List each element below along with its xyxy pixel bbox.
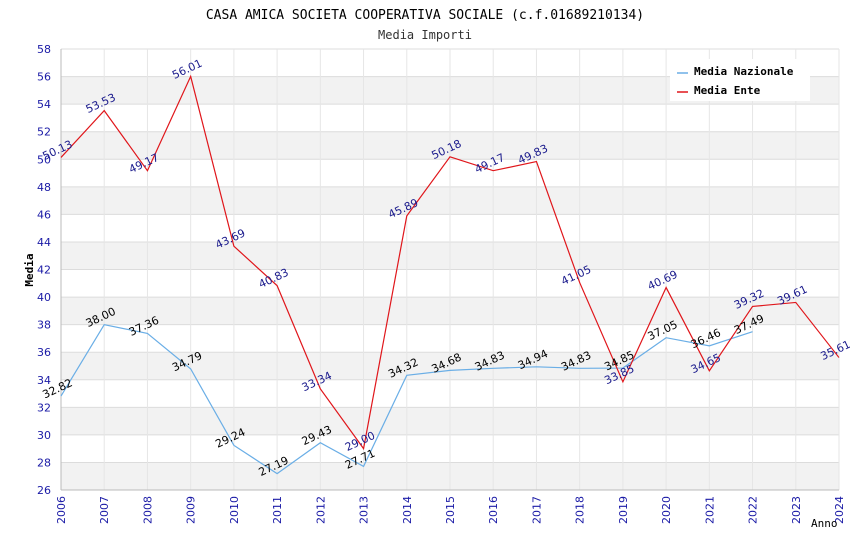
y-tick-label: 52: [37, 126, 51, 139]
y-tick-label: 56: [37, 71, 51, 84]
y-tick-label: 36: [37, 346, 51, 359]
x-tick-label: 2016: [487, 496, 500, 524]
y-tick-label: 58: [37, 43, 51, 56]
y-tick-label: 32: [37, 401, 51, 414]
x-tick-label: 2019: [617, 496, 630, 524]
y-tick-label: 50: [37, 153, 51, 166]
y-tick-label: 38: [37, 319, 51, 332]
y-tick-label: 30: [37, 429, 51, 442]
legend-label-ente: Media Ente: [694, 84, 761, 97]
series-line-nazionale: [60, 323, 753, 475]
y-tick-label: 54: [37, 98, 51, 111]
x-tick-label: 2015: [444, 496, 457, 524]
x-tick-label: 2018: [574, 496, 587, 524]
y-tick-label: 28: [37, 456, 51, 469]
data-label-ente: 40.69: [646, 268, 680, 293]
x-tick-label: 2014: [401, 496, 414, 524]
x-tick-label: 2021: [703, 496, 716, 524]
x-tick-label: 2020: [660, 496, 673, 524]
series-lines: [60, 74, 840, 475]
x-tick-label: 2011: [271, 496, 284, 524]
y-tick-label: 48: [37, 181, 51, 194]
y-tick-label: 26: [37, 484, 51, 497]
x-tick-label: 2008: [141, 496, 154, 524]
y-axis-label: Media: [23, 253, 36, 286]
y-tick-label: 46: [37, 208, 51, 221]
x-tick-label: 2023: [790, 496, 803, 524]
x-tick-label: 2022: [747, 496, 760, 524]
chart-title: CASA AMICA SOCIETA COOPERATIVA SOCIALE (…: [206, 8, 644, 23]
x-tick-label: 2009: [185, 496, 198, 524]
data-label-nazionale: 36.46: [689, 326, 723, 351]
x-tick-label: 2017: [530, 496, 543, 524]
x-tick-label: 2013: [358, 496, 371, 524]
chart-subtitle: Media Importi: [378, 28, 472, 42]
x-axis-ticks: 2006 2007 2008 2009 2010 2011 2012 2013 2014 2015…: [55, 496, 846, 524]
legend-box: [670, 59, 810, 101]
legend-label-nazionale: Media Nazionale: [694, 65, 794, 78]
x-tick-label: 2006: [55, 496, 68, 524]
axes: [60, 49, 839, 491]
y-tick-label: 34: [37, 374, 51, 387]
x-tick-label: 2007: [98, 496, 111, 524]
x-tick-label: 2010: [228, 496, 241, 524]
y-axis-ticks: 26 28 30 32 34 36 38 40 42 44 46 48 50 52 54 56 58: [37, 43, 51, 497]
series-line-ente: [60, 74, 840, 451]
y-tick-label: 44: [37, 236, 51, 249]
x-axis-label: Anno: [811, 517, 838, 530]
y-tick-label: 42: [37, 264, 51, 277]
x-tick-label: 2024: [833, 496, 846, 524]
y-tick-label: 40: [37, 291, 51, 304]
legend: Media Nazionale Media Ente: [670, 59, 810, 101]
x-tick-label: 2012: [314, 496, 327, 524]
